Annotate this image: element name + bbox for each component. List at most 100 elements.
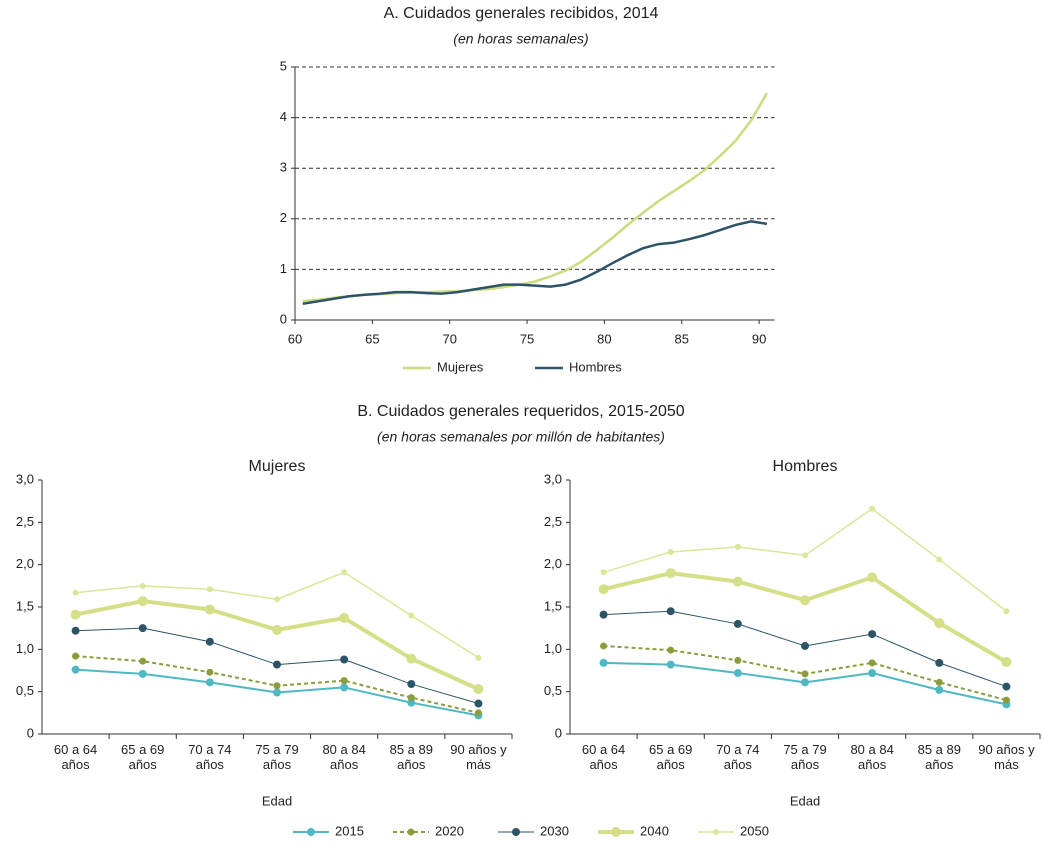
x-axis-label: Edad [790,793,820,808]
y-tick-label: 3,0 [16,471,34,486]
x-axis-label: Edad [262,793,292,808]
marker [734,656,742,664]
x-tick-label: 85 a 89 años [389,742,433,772]
y-tick-label: 2,0 [16,556,34,571]
y-tick-label: 2,5 [544,514,562,529]
x-tick-label: 80 [597,331,611,346]
x-tick-label: 60 a 64 años [53,742,98,772]
marker [733,669,742,678]
marker [935,658,944,667]
legend-label: 2015 [335,823,364,838]
x-tick-label: 65 a 69 años [121,742,165,772]
marker [407,698,416,707]
marker [407,694,415,702]
marker [598,584,609,595]
marker [408,612,415,619]
y-tick-label: 0 [280,311,287,326]
chart-title: Hombres [773,458,838,475]
x-tick-label: 70 a 74 años [188,742,232,772]
marker [666,607,675,616]
series-line [302,220,768,306]
marker [868,669,877,678]
marker [206,586,213,593]
marker [732,576,743,587]
marker [868,630,877,639]
y-tick-label: 3 [280,160,287,175]
y-tick-label: 0 [27,725,34,740]
marker [205,637,214,646]
x-tick-label: 85 [675,331,689,346]
marker [801,670,809,678]
marker [339,613,350,624]
x-tick-label: 65 [365,331,379,346]
marker [733,619,742,628]
y-tick-label: 1 [280,261,287,276]
marker [665,568,676,579]
chart-title: Mujeres [249,458,306,475]
marker [340,655,349,664]
legend-label: 2040 [640,823,669,838]
marker [71,626,80,635]
x-tick-label: 70 [442,331,456,346]
marker [667,548,674,555]
x-tick-label: 60 [288,331,302,346]
y-tick-label: 1,0 [16,641,34,656]
y-tick-label: 3,0 [544,471,562,486]
series-line [75,571,479,659]
marker [272,624,282,635]
marker [273,688,281,697]
x-tick-label: 65 a 69 años [649,742,693,772]
legend-marker [713,829,719,835]
marker [72,589,79,596]
legend-marker [512,828,520,836]
marker [70,609,81,620]
marker [206,668,214,676]
marker [340,677,348,685]
marker [867,572,878,583]
marker [273,660,281,669]
x-tick-label: 75 a 79 años [255,742,299,772]
marker [71,665,80,674]
series-line [302,92,768,303]
marker [600,569,607,576]
marker [734,543,741,550]
marker [802,552,808,559]
marker [72,652,80,660]
marker [935,685,944,694]
marker [868,659,876,667]
marker [869,505,876,512]
marker [273,682,281,690]
y-tick-label: 1,5 [16,598,34,613]
legend-label: 2050 [740,823,769,838]
y-tick-label: 2 [280,210,287,225]
marker [599,658,608,667]
marker [801,678,809,687]
marker [600,642,608,650]
chart-title: A. Cuidados generales recibidos, 2014 [384,5,659,22]
marker [473,684,484,695]
legend-label: 2020 [435,823,464,838]
chart-subtitle: (en horas semanales) [453,31,588,47]
y-tick-label: 1,0 [544,641,562,656]
x-tick-label: 90 años y más [978,742,1035,772]
marker [138,669,147,678]
x-tick-label: 85 a 89 años [917,742,961,772]
marker [340,683,349,692]
marker [204,604,215,615]
marker [474,709,482,717]
marker [474,699,483,708]
y-tick-label: 2,5 [16,514,34,529]
marker [475,654,482,661]
series-line [75,599,480,691]
marker [935,678,943,686]
marker [341,569,348,576]
x-tick-label: 80 a 84 años [322,742,366,772]
marker [800,595,810,606]
y-tick-label: 4 [280,109,287,124]
legend-label: Mujeres [437,359,484,374]
marker [139,657,147,665]
section-title: B. Cuidados generales requeridos, 2015-2… [357,403,684,420]
marker [1002,696,1010,704]
